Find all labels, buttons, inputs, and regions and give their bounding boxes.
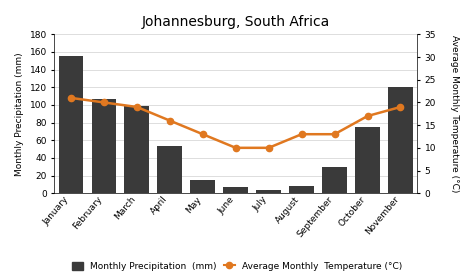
Y-axis label: Monthly Precipitation (mm): Monthly Precipitation (mm): [15, 52, 24, 175]
Bar: [59, 56, 83, 193]
Bar: [289, 186, 314, 193]
Bar: [388, 87, 413, 193]
Bar: [91, 99, 116, 193]
Bar: [322, 167, 347, 193]
Bar: [256, 190, 281, 193]
Bar: [191, 180, 215, 193]
Bar: [355, 127, 380, 193]
Bar: [223, 187, 248, 193]
Bar: [157, 146, 182, 193]
Y-axis label: Average Monthly Temperature (°C): Average Monthly Temperature (°C): [450, 35, 459, 193]
Legend: Monthly Precipitation  (mm), Average Monthly  Temperature (°C): Monthly Precipitation (mm), Average Mont…: [68, 258, 406, 275]
Title: Johannesburg, South Africa: Johannesburg, South Africa: [142, 15, 330, 29]
Bar: [125, 106, 149, 193]
